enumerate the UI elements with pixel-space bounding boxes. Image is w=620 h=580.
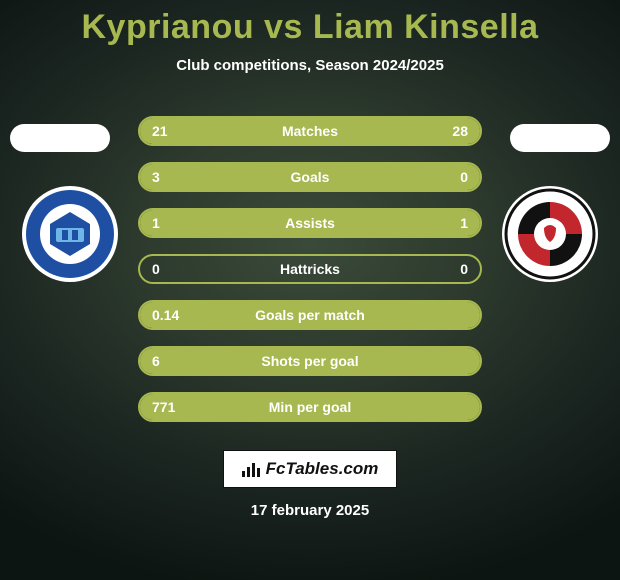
stat-bar: 00Hattricks — [138, 254, 482, 284]
stat-label: Assists — [140, 215, 480, 231]
stat-label: Shots per goal — [140, 353, 480, 369]
date-text: 17 february 2025 — [0, 502, 620, 519]
stat-bar: 30Goals — [138, 162, 482, 192]
stat-label: Goals — [140, 169, 480, 185]
stat-label: Matches — [140, 123, 480, 139]
stat-bar: 771Min per goal — [138, 392, 482, 422]
club-badge-right — [500, 184, 600, 284]
cheltenham-badge-icon — [500, 184, 600, 284]
stat-bar: 2128Matches — [138, 116, 482, 146]
stat-label: Min per goal — [140, 399, 480, 415]
subtitle: Club competitions, Season 2024/2025 — [0, 57, 620, 74]
stat-bar: 0.14Goals per match — [138, 300, 482, 330]
player-left-name-pill — [10, 124, 110, 152]
club-badge-left — [20, 184, 120, 284]
brand-badge: FcTables.com — [223, 450, 398, 488]
stat-bars: 2128Matches 30Goals 11Assists 00Hattricks 0.… — [138, 116, 482, 438]
footer: FcTables.com 17 february 2025 — [0, 450, 620, 519]
stat-label: Goals per match — [140, 307, 480, 323]
player-right-name-pill — [510, 124, 610, 152]
brand-text: FcTables.com — [266, 459, 379, 479]
peterborough-badge-icon — [20, 184, 120, 284]
bar-chart-icon — [242, 461, 260, 477]
stat-bar: 6Shots per goal — [138, 346, 482, 376]
stat-label: Hattricks — [140, 261, 480, 277]
comparison-arena: 2128Matches 30Goals 11Assists 00Hattricks 0.… — [0, 102, 620, 442]
page-title: Kyprianou vs Liam Kinsella — [0, 0, 620, 47]
stat-bar: 11Assists — [138, 208, 482, 238]
